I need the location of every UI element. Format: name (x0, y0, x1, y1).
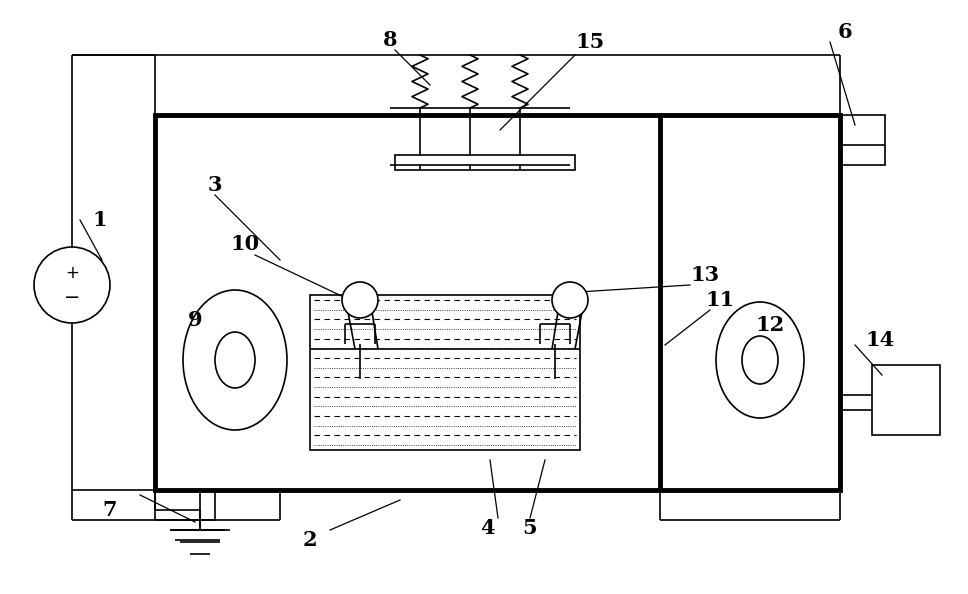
Circle shape (552, 282, 588, 318)
Text: 11: 11 (706, 290, 735, 310)
Circle shape (34, 247, 110, 323)
Text: 7: 7 (103, 500, 117, 520)
Bar (872, 365, 940, 435)
Text: 2: 2 (303, 530, 318, 550)
Text: 8: 8 (382, 30, 397, 50)
Text: 14: 14 (865, 330, 894, 350)
Ellipse shape (716, 302, 804, 418)
Text: 15: 15 (575, 32, 605, 52)
Text: −: − (64, 287, 80, 307)
Text: 4: 4 (480, 518, 495, 538)
Text: 3: 3 (208, 175, 223, 195)
Bar (310, 295, 580, 450)
Text: +: + (65, 264, 79, 282)
Circle shape (342, 282, 378, 318)
Text: 12: 12 (755, 315, 785, 335)
Ellipse shape (215, 332, 255, 388)
Ellipse shape (183, 290, 287, 430)
Ellipse shape (742, 336, 778, 384)
Bar (395, 155, 575, 170)
Text: 5: 5 (523, 518, 537, 538)
Text: 10: 10 (230, 234, 259, 254)
Text: 9: 9 (188, 310, 202, 330)
Text: 6: 6 (837, 22, 852, 42)
Bar (840, 115, 885, 165)
Text: 1: 1 (93, 210, 107, 230)
Bar (155, 115, 840, 490)
Bar (660, 115, 840, 490)
Text: 13: 13 (690, 265, 719, 285)
